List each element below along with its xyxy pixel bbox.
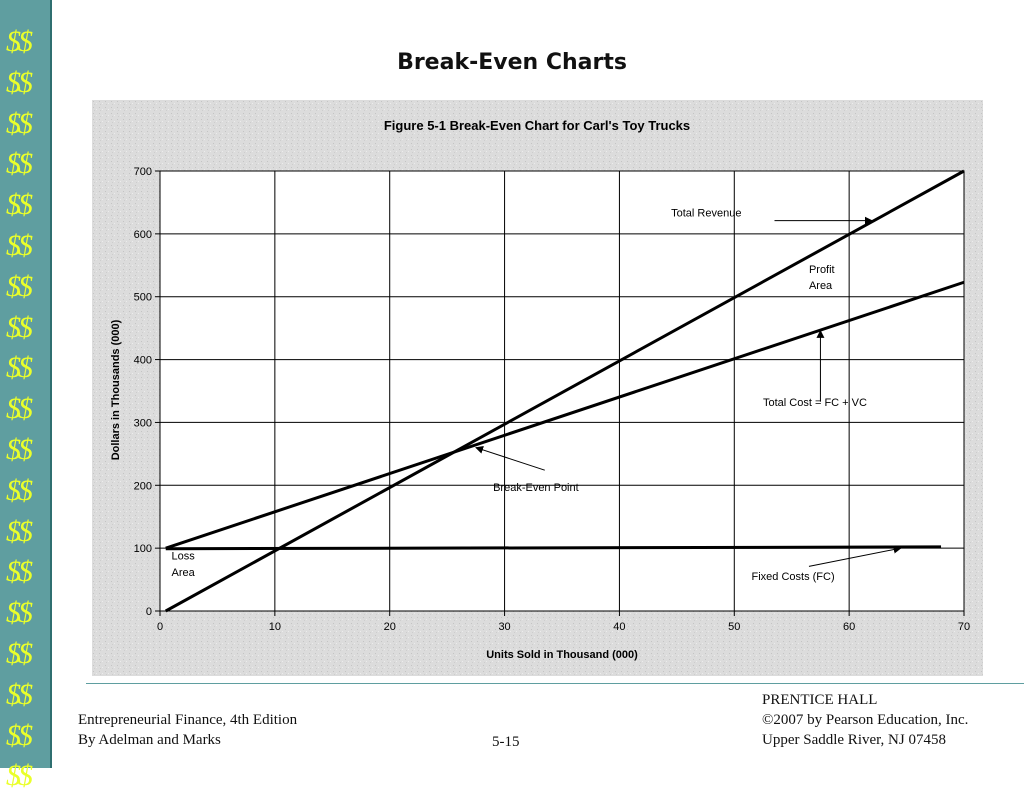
dollar-glyph: $$: [6, 514, 33, 548]
dollar-glyph: $$: [6, 718, 33, 752]
dollar-glyph: $$: [6, 637, 33, 670]
x-tick-label: 0: [157, 621, 163, 633]
dollar-glyph: $$: [6, 188, 33, 222]
annotations: Total Revenue Total Cost = FC + VC Break-E…: [171, 207, 902, 583]
dollar-glyph: $$: [6, 25, 33, 58]
x-tick-label: 70: [958, 621, 970, 633]
dollar-glyph: $$: [6, 229, 33, 262]
x-tick-label: 50: [728, 621, 740, 633]
annotation-arrow: [475, 446, 545, 471]
gridlines: [155, 170, 965, 616]
dollar-glyph: $$: [6, 677, 33, 711]
y-tick-label: 0: [146, 606, 152, 618]
x-axis-label: Units Sold in Thousand (000): [486, 649, 638, 661]
x-tick-label: 10: [269, 621, 281, 633]
dollar-glyph: $$: [6, 269, 33, 303]
footer-publisher: PRENTICE HALL: [762, 692, 878, 708]
y-axis-label: Dollars in Thousands (000): [110, 319, 122, 460]
dollar-glyph: $$: [6, 555, 33, 589]
footer-address: Upper Saddle River, NJ 07458: [762, 732, 946, 748]
x-tick-label: 30: [498, 621, 510, 633]
page-number: 5-15: [492, 734, 520, 750]
slide-title: Break-Even Charts: [397, 50, 627, 75]
annotation-label: Total Revenue: [671, 207, 741, 219]
fixed-costs-line: [165, 545, 942, 551]
total-cost-line: [165, 280, 965, 550]
y-tick-label: 600: [134, 229, 152, 241]
chart-title: Figure 5-1 Break-Even Chart for Carl's T…: [384, 118, 690, 133]
dollar-sidebar: $$ $$ $$ $$ $$ $$ $$ $$ $$ $$ $$ $$ $$ $$ $$ $$ $$ $$ $$: [0, 0, 52, 792]
series-lines: [165, 169, 965, 613]
footer-right: PRENTICE HALL ©2007 by Pearson Education…: [762, 690, 968, 750]
y-tick-label: 700: [134, 166, 152, 178]
dollar-glyph: $$: [6, 433, 33, 466]
dollar-glyph: $$: [6, 310, 33, 344]
y-tick-label: 200: [134, 480, 152, 492]
dollar-glyph: $$: [6, 147, 33, 181]
dollar-glyph: $$: [6, 392, 33, 426]
footer-authors: By Adelman and Marks: [78, 732, 221, 748]
y-tick-label: 400: [134, 355, 152, 367]
annotation-label: Fixed Costs (FC): [752, 571, 835, 583]
break-even-chart: 0 10 20 30 40 50 60 70 0 100 200 300 400 500 600 700 To…: [92, 100, 983, 676]
dollar-glyph: $$: [6, 473, 33, 507]
annotation-label: Loss: [171, 550, 195, 562]
annotation-label: Area: [171, 567, 195, 579]
annotation-label: Area: [809, 280, 833, 292]
y-tick-label: 500: [134, 292, 152, 304]
footer-left: Entrepreneurial Finance, 4th Edition By …: [78, 710, 297, 750]
x-tick-label: 60: [843, 621, 855, 633]
footer-copyright: ©2007 by Pearson Education, Inc.: [762, 712, 969, 728]
footer-book-title: Entrepreneurial Finance, 4th Edition: [78, 712, 298, 728]
annotation-arrow: [808, 545, 902, 567]
x-tick-label: 20: [384, 621, 396, 633]
footer-divider: [86, 683, 1024, 684]
dollar-glyph: $$: [6, 596, 33, 630]
dollar-glyph: $$: [6, 759, 33, 792]
annotation-label: Profit: [809, 264, 835, 276]
y-tick-label: 300: [134, 417, 152, 429]
dollar-glyph: $$: [6, 351, 33, 385]
y-tick-label: 100: [134, 543, 152, 555]
dollar-glyph: $$: [6, 106, 33, 140]
total-revenue-line: [165, 169, 965, 613]
dollar-glyph: $$: [6, 65, 33, 99]
x-tick-label: 40: [613, 621, 625, 633]
annotation-label: Total Cost = FC + VC: [763, 397, 867, 409]
annotation-label: Break-Even Point: [493, 482, 579, 494]
